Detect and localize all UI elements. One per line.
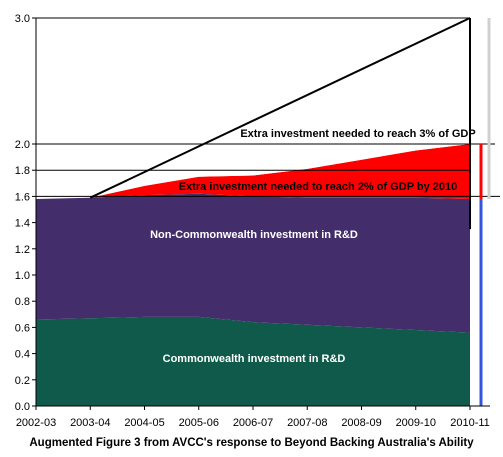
y-tick-label: 0.8 — [15, 296, 30, 308]
area-label-4: Extra investment needed to reach 3% of G… — [240, 128, 475, 140]
figure-caption: Augmented Figure 3 from AVCC's response … — [29, 437, 474, 449]
y-tick-label: 0.0 — [15, 401, 30, 413]
area-label-2: Non-Commonwealth investment in R&D — [150, 229, 358, 241]
y-tick-label: 3.0 — [15, 13, 30, 25]
x-tick-label: 2007-08 — [287, 417, 327, 429]
y-tick-label: 1.8 — [15, 165, 30, 177]
y-tick-label: 0.6 — [15, 322, 30, 334]
y-tick-labels: 0.0 0.2 0.4 0.6 0.8 1.0 1.2 1.4 1.6 1.8 2.0 3.0 — [15, 13, 30, 413]
area-labels: Commonwealth investment in R&D Non-Common… — [150, 128, 476, 365]
area-label-3: Extra investment needed to reach 2% of G… — [179, 181, 458, 193]
x-tick-label: 2006-07 — [233, 417, 273, 429]
x-tick-label: 2009-10 — [396, 417, 436, 429]
stacked-areas — [36, 0, 470, 406]
x-tick-label: 2010-11 — [450, 417, 490, 429]
area-3 — [36, 144, 470, 200]
area-1 — [36, 316, 470, 406]
y-tick-label: 2.0 — [15, 139, 30, 151]
reference-lines — [36, 17, 500, 406]
y-tick-label: 1.2 — [15, 244, 30, 256]
area-4 — [36, 0, 470, 200]
x-tick-label: 2004-05 — [124, 417, 164, 429]
y-tick-label: 0.2 — [15, 375, 30, 387]
y-tick-label: 1.6 — [15, 191, 30, 203]
area-2 — [36, 193, 470, 333]
y-tick-label: 1.4 — [15, 218, 30, 230]
x-tick-label: 2008-09 — [341, 417, 381, 429]
y-tick-label: 1.0 — [15, 270, 30, 282]
x-tick-labels: 2002-03 2003-04 2004-05 2005-06 2006-07 2007-… — [16, 417, 490, 429]
y-tick-label: 0.4 — [15, 349, 30, 361]
x-tick-label: 2002-03 — [16, 417, 56, 429]
x-tick-label: 2003-04 — [70, 417, 110, 429]
x-tick-label: 2005-06 — [179, 417, 219, 429]
axes — [32, 17, 490, 410]
target-3pct-line — [89, 17, 471, 199]
area-label-1: Commonwealth investment in R&D — [163, 353, 346, 365]
